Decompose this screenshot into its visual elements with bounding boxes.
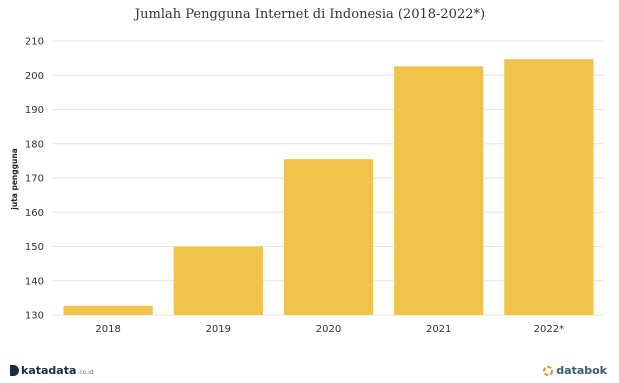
bar-2022 — [504, 59, 594, 316]
bar-2018 — [63, 305, 153, 315]
y-axis-ticks: 130 140 150 160 170 180 190 200 210 — [25, 37, 44, 322]
chart-title: Jumlah Pengguna Internet di Indonesia (2… — [133, 7, 485, 22]
databok-logo-text: databok — [556, 364, 607, 377]
y-tick-label: 190 — [25, 105, 44, 116]
y-tick-label: 140 — [25, 276, 44, 287]
y-tick-label: 180 — [25, 139, 44, 150]
bar-2021 — [394, 66, 484, 315]
bar-2019 — [173, 246, 263, 315]
x-tick-label: 2021 — [426, 324, 451, 335]
x-axis-ticks: 2018 2019 2020 2021 2022* — [95, 324, 564, 335]
databok-logo-icon — [543, 365, 554, 376]
x-tick-label: 2018 — [95, 324, 120, 335]
y-axis-label: juta pengguna — [10, 148, 19, 210]
databok-logo: databok — [543, 364, 607, 377]
y-tick-label: 170 — [25, 174, 44, 185]
katadata-logo: katadata .co.id — [10, 364, 94, 377]
bars — [63, 59, 594, 316]
x-tick-label: 2020 — [316, 324, 341, 335]
katadata-logo-text: katadata — [21, 364, 77, 377]
y-tick-label: 210 — [25, 37, 44, 48]
y-tick-label: 130 — [25, 311, 44, 322]
y-tick-label: 150 — [25, 242, 44, 253]
bar-2020 — [283, 159, 374, 315]
x-tick-label: 2019 — [206, 324, 231, 335]
x-tick-label: 2022* — [534, 324, 564, 335]
y-tick-label: 200 — [25, 71, 44, 82]
katadata-logo-icon — [10, 365, 19, 376]
katadata-logo-suffix: .co.id — [77, 369, 94, 376]
y-tick-label: 160 — [25, 208, 44, 219]
